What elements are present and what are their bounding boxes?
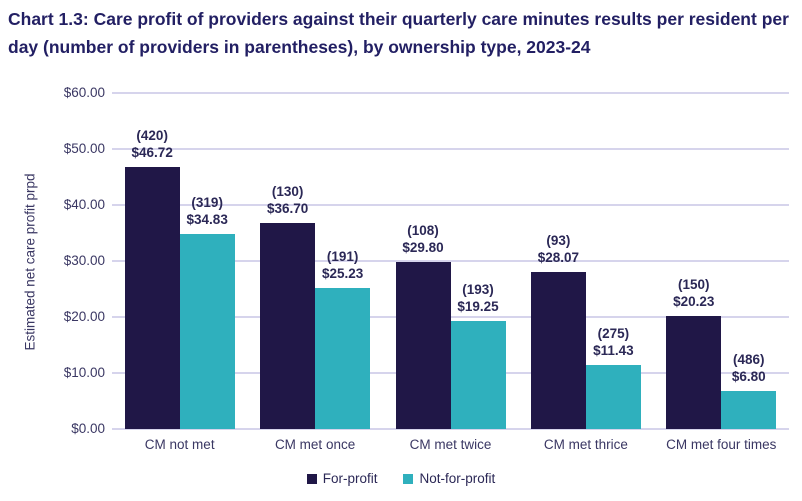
gridline [112, 428, 789, 430]
legend: For-profit Not-for-profit [0, 471, 802, 486]
gridline [112, 92, 789, 94]
x-axis-label: CM met four times [666, 437, 777, 452]
bar-value-label: $46.72 [131, 145, 173, 161]
bar-value-label: $29.80 [402, 240, 444, 256]
gridline [112, 204, 789, 206]
bar-for-profit [395, 262, 451, 429]
bar-not-for-profit [179, 233, 235, 429]
bar-count-label: (130) [271, 184, 304, 200]
bar-count-label: (193) [462, 282, 494, 298]
bar-value-label: $19.25 [457, 299, 499, 315]
bar-count-label: (486) [733, 351, 765, 367]
bar-not-for-profit [450, 321, 506, 429]
bar-data-label: (191) $25.23 [283, 248, 403, 282]
bar-value-label: $34.83 [186, 211, 228, 227]
bar-for-profit [124, 167, 180, 429]
gridline [112, 316, 789, 318]
bar-count-label: (191) [326, 248, 359, 264]
legend-entry-not-for-profit: Not-for-profit [403, 471, 495, 486]
y-tick-label: $20.00 [63, 309, 105, 324]
bar-value-label: $25.23 [321, 265, 364, 281]
legend-swatch-icon [403, 473, 414, 484]
bar-not-for-profit [721, 390, 777, 429]
bar-count-label: (275) [597, 325, 630, 341]
bar-value-label: $28.07 [537, 249, 580, 265]
chart-title: Chart 1.3: Care profit of providers agai… [8, 9, 789, 57]
bar-data-label: (193) $19.25 [418, 281, 538, 315]
y-tick-label: $60.00 [63, 85, 105, 100]
bar-for-profit [666, 315, 722, 429]
bar-value-label: $20.23 [673, 293, 715, 309]
bar-not-for-profit [585, 364, 641, 429]
bar-count-label: (108) [407, 223, 439, 239]
bar-count-label: (420) [136, 128, 168, 144]
bar-for-profit [260, 223, 316, 429]
bar-count-label: (150) [678, 276, 710, 292]
gridline [112, 260, 789, 262]
bar-for-profit [530, 271, 586, 429]
bar-value-label: $11.43 [593, 342, 634, 358]
legend-label: For-profit [322, 471, 378, 486]
bar-count-label: (319) [191, 194, 223, 210]
y-tick-label: $30.00 [63, 253, 105, 268]
bar-data-label: (150) $20.23 [634, 276, 754, 310]
bar-data-label: (319) $34.83 [147, 194, 267, 228]
bar-data-label: (93) $28.07 [498, 232, 618, 266]
y-tick-label: $10.00 [63, 365, 105, 380]
bar-data-label: (275) $11.43 [553, 325, 673, 359]
x-axis-label: CM met twice [409, 437, 492, 452]
y-tick-label: $40.00 [63, 197, 105, 212]
legend-entry-for-profit: For-profit [306, 471, 378, 486]
x-axis-label: CM not met [144, 437, 215, 452]
y-tick-label: $50.00 [63, 141, 105, 156]
bar-data-label: (420) $46.72 [92, 127, 212, 161]
legend-swatch-icon [306, 473, 317, 484]
y-tick-label: $0.00 [71, 421, 105, 436]
legend-label: Not-for-profit [419, 471, 496, 486]
bar-value-label: $6.80 [731, 368, 766, 384]
x-axis-label: CM met once [274, 437, 356, 452]
bar-data-label: (108) $29.80 [363, 222, 483, 256]
bar-not-for-profit [315, 287, 371, 429]
bar-data-label: (130) $36.70 [228, 183, 348, 217]
bar-count-label: (93) [546, 232, 571, 248]
gridline [112, 148, 789, 150]
bar-value-label: $36.70 [266, 201, 309, 217]
bar-data-label: (486) $6.80 [689, 351, 802, 385]
x-axis-label: CM met thrice [543, 437, 628, 452]
